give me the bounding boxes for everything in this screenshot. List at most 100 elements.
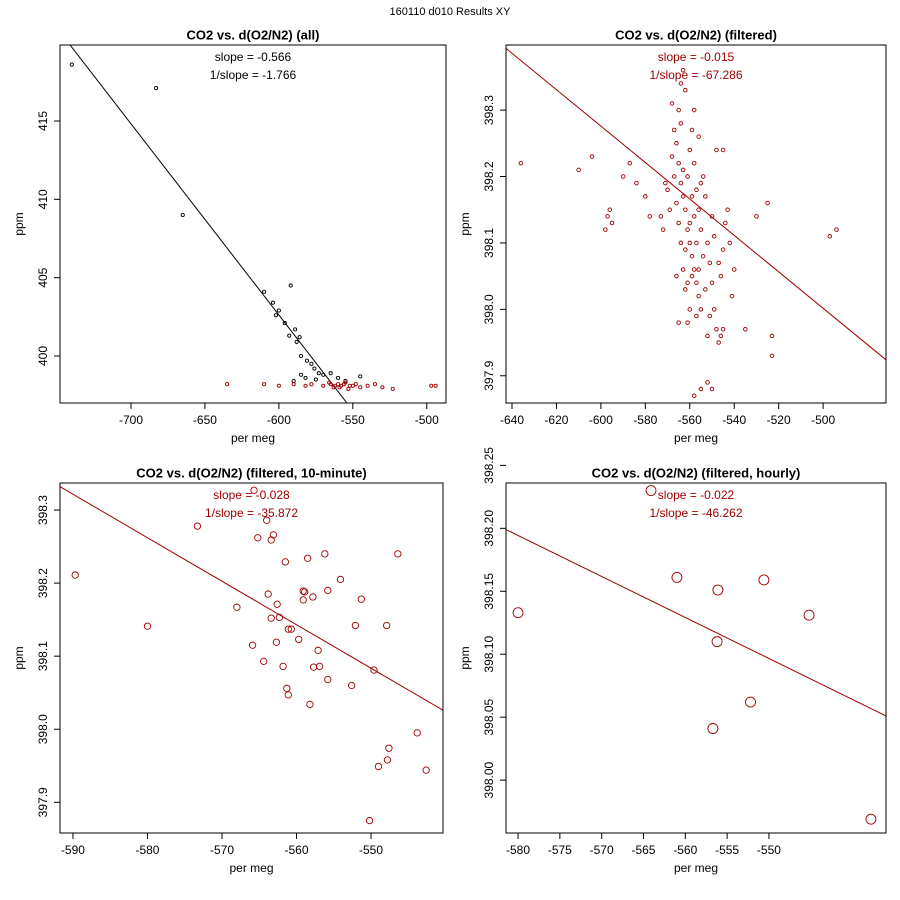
point (803, 609, 815, 621)
point (691, 267, 697, 272)
point (225, 382, 230, 387)
point (716, 340, 721, 345)
point (716, 260, 721, 266)
fit-line (69, 45, 348, 403)
y-tick-label: 398.2 (36, 568, 50, 598)
x-tick-label: -620 (544, 413, 568, 427)
point (365, 383, 370, 388)
point (433, 383, 438, 388)
point (709, 280, 715, 286)
point (315, 662, 324, 671)
x-tick-label: -600 (267, 413, 291, 427)
fit-line (506, 47, 886, 361)
y-tick-label: 398.3 (36, 495, 50, 525)
point (696, 207, 701, 212)
point (691, 214, 697, 219)
x-tick-label: -600 (589, 413, 613, 427)
x-tick-label: -565 (631, 843, 655, 857)
point (365, 816, 374, 825)
point (683, 287, 688, 292)
y-axis-label: ppm (458, 646, 472, 669)
point (380, 385, 385, 390)
point (309, 593, 317, 601)
point (703, 287, 708, 292)
point (687, 240, 693, 246)
x-tick-label: -500 (811, 413, 835, 427)
point (284, 691, 292, 699)
annotation: slope = -0.566 (215, 50, 292, 64)
point (689, 127, 695, 133)
point (337, 385, 342, 390)
point (295, 635, 303, 644)
y-tick-label: 397.9 (482, 360, 496, 390)
point (865, 813, 877, 825)
point (663, 180, 668, 186)
point (335, 375, 341, 380)
point (660, 227, 666, 232)
point (267, 614, 275, 622)
point (680, 194, 686, 199)
point (674, 141, 679, 146)
point (154, 86, 159, 91)
fit-line (506, 529, 886, 717)
point (683, 87, 688, 93)
x-tick-label: -560 (678, 413, 702, 427)
point (576, 167, 581, 173)
point (676, 107, 681, 113)
x-axis-label: per meg (674, 861, 718, 875)
point (669, 154, 675, 159)
point (605, 214, 610, 219)
point (304, 358, 310, 363)
point (193, 522, 202, 530)
point (691, 107, 697, 113)
y-tick-label: 400 (36, 346, 50, 366)
point (383, 756, 392, 764)
panel: CO2 vs. d(O2/N2) (filtered, hourly) slope… (458, 447, 887, 875)
panel-title: CO2 vs. d(O2/N2) (all) (187, 27, 320, 42)
point (689, 194, 695, 199)
point (306, 700, 314, 709)
point (316, 371, 321, 376)
y-tick-label: 398.1 (36, 641, 50, 671)
x-tick-label: -520 (767, 413, 791, 427)
figure-title: 160110 d010 Results XY (390, 6, 512, 18)
point (678, 121, 684, 126)
point (303, 375, 308, 380)
point (272, 638, 281, 646)
point (347, 681, 356, 690)
point (275, 613, 284, 622)
y-tick-label: 398.25 (482, 447, 496, 484)
point (620, 174, 626, 179)
point (422, 766, 430, 774)
point (262, 382, 267, 387)
point (694, 187, 699, 193)
point (685, 174, 690, 179)
point (718, 273, 724, 279)
point (233, 603, 241, 611)
x-tick-label: -570 (210, 843, 234, 857)
point (383, 621, 391, 630)
point (709, 214, 715, 219)
fit-line (60, 486, 443, 711)
x-tick-label: -555 (715, 843, 739, 857)
x-tick-label: -590 (61, 843, 85, 857)
point (374, 762, 383, 771)
point (262, 289, 267, 294)
point (248, 641, 257, 649)
y-tick-label: 398.10 (482, 636, 496, 673)
point (687, 307, 693, 312)
point (313, 377, 318, 382)
annotation: 1/slope = -67.286 (649, 68, 742, 82)
point (696, 293, 701, 299)
point (698, 227, 704, 232)
point (691, 393, 697, 398)
point (727, 240, 733, 246)
panel: CO2 vs. d(O2/N2) (filtered, 10-minute) sl… (12, 465, 444, 875)
x-tick-label: -560 (284, 843, 308, 857)
point (180, 212, 185, 218)
point (685, 227, 690, 232)
y-tick-label: 397.9 (36, 787, 50, 817)
plot-frame (505, 44, 887, 404)
point (607, 207, 613, 212)
